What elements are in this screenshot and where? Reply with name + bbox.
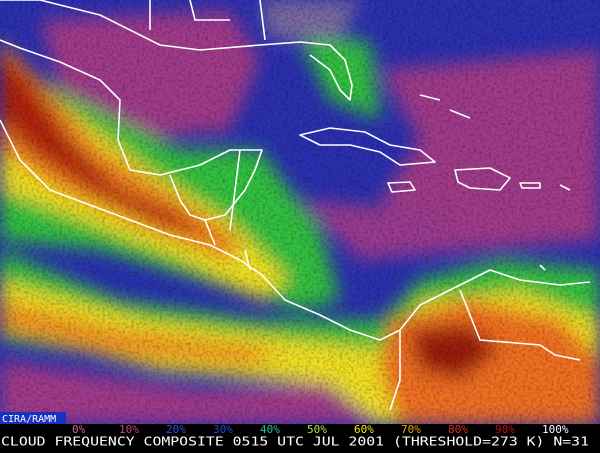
legend-label: 50% xyxy=(307,423,327,436)
legend-label: 30% xyxy=(213,423,233,436)
credit-box xyxy=(0,412,66,425)
caption: CLOUD FREQUENCY COMPOSITE 0515 UTC JUL 2… xyxy=(1,435,589,449)
legend-label: 70% xyxy=(401,423,421,436)
legend-label: 90% xyxy=(495,423,515,436)
coastlines xyxy=(0,0,591,411)
credit: CIRA/RAMM xyxy=(2,414,56,425)
legend-label: 60% xyxy=(354,423,374,436)
legend-label: 100% xyxy=(542,423,569,436)
legend: 0% 10% 20% 30% 40% 50% 60% 70% 80% 90% 100% xyxy=(72,423,569,436)
legend-label: 20% xyxy=(166,423,186,436)
legend-strip xyxy=(0,424,600,436)
legend-label: 40% xyxy=(260,423,280,436)
legend-label: 10% xyxy=(119,423,139,436)
cloud-field xyxy=(0,0,600,424)
legend-label: 80% xyxy=(448,423,468,436)
legend-label: 0% xyxy=(72,423,86,436)
